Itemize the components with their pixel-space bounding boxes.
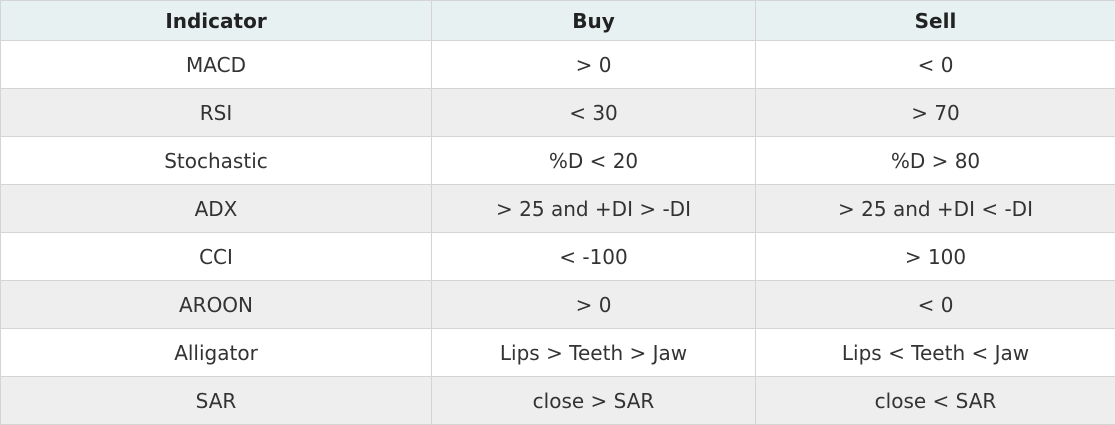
sell-cell: close < SAR — [755, 376, 1115, 425]
indicator-cell: AROON — [0, 280, 432, 329]
indicator-cell: RSI — [0, 88, 432, 137]
header-row: Indicator Buy Sell — [0, 0, 1115, 41]
table-row: ADX > 25 and +DI > -DI > 25 and +DI < -D… — [0, 184, 1115, 233]
sell-cell: > 25 and +DI < -DI — [755, 184, 1115, 233]
sell-cell: > 70 — [755, 88, 1115, 137]
sell-cell: < 0 — [755, 40, 1115, 89]
buy-cell: > 25 and +DI > -DI — [431, 184, 756, 233]
table-row: RSI < 30 > 70 — [0, 88, 1115, 137]
table-header: Indicator Buy Sell — [0, 0, 1115, 41]
table-row: SAR close > SAR close < SAR — [0, 376, 1115, 425]
table-row: Alligator Lips > Teeth > Jaw Lips < Teet… — [0, 328, 1115, 377]
buy-cell: < -100 — [431, 232, 756, 281]
indicator-cell: MACD — [0, 40, 432, 89]
indicator-cell: Stochastic — [0, 136, 432, 185]
sell-cell: %D > 80 — [755, 136, 1115, 185]
table-row: MACD > 0 < 0 — [0, 40, 1115, 89]
buy-cell: close > SAR — [431, 376, 756, 425]
buy-cell: %D < 20 — [431, 136, 756, 185]
sell-cell: Lips < Teeth < Jaw — [755, 328, 1115, 377]
header-sell: Sell — [755, 0, 1115, 41]
header-buy: Buy — [431, 0, 756, 41]
indicator-cell: ADX — [0, 184, 432, 233]
table-body: MACD > 0 < 0 RSI < 30 > 70 Stochastic %D… — [0, 40, 1115, 425]
indicator-cell: CCI — [0, 232, 432, 281]
buy-cell: > 0 — [431, 280, 756, 329]
table-row: Stochastic %D < 20 %D > 80 — [0, 136, 1115, 185]
sell-cell: < 0 — [755, 280, 1115, 329]
table-row: CCI < -100 > 100 — [0, 232, 1115, 281]
indicator-cell: Alligator — [0, 328, 432, 377]
buy-cell: Lips > Teeth > Jaw — [431, 328, 756, 377]
header-indicator: Indicator — [0, 0, 432, 41]
buy-cell: < 30 — [431, 88, 756, 137]
indicator-cell: SAR — [0, 376, 432, 425]
buy-cell: > 0 — [431, 40, 756, 89]
table-row: AROON > 0 < 0 — [0, 280, 1115, 329]
sell-cell: > 100 — [755, 232, 1115, 281]
